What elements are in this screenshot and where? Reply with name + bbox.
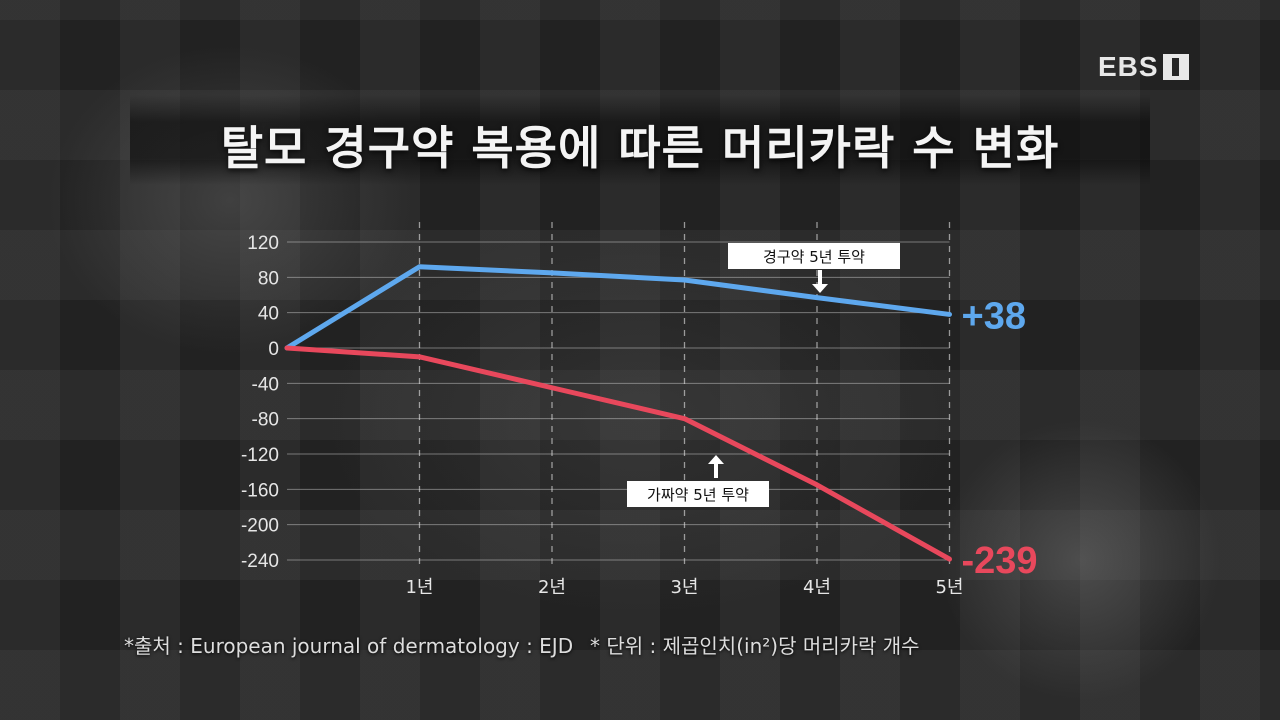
x-tick-label: 3년 <box>670 577 698 598</box>
source-footnote: *출처 : European journal of dermatology : … <box>124 634 574 658</box>
y-tick-label: -120 <box>241 445 279 466</box>
annotation-label: 경구약 5년 투약 <box>763 248 865 266</box>
chart-title: 탈모 경구약 복용에 따른 머리카락 수 변화 <box>220 121 1060 175</box>
end-label-drug: +38 <box>962 295 1026 337</box>
y-tick-label: 0 <box>268 339 279 360</box>
y-tick-label: -160 <box>241 480 279 501</box>
x-axis-ticks: 1년 2년 3년 4년 5년 <box>405 577 963 598</box>
annotation-box <box>728 243 900 269</box>
x-tick-label: 5년 <box>935 577 963 598</box>
series-lines <box>284 264 952 562</box>
end-label-placebo: -239 <box>962 540 1038 582</box>
title-band <box>130 95 1150 185</box>
series-line-drug <box>284 264 952 351</box>
y-tick-label: -200 <box>241 516 279 537</box>
annotation-box <box>627 481 769 507</box>
annotation-placebo: 가짜약 5년 투약 <box>627 455 769 507</box>
arrow-down-icon <box>812 284 828 293</box>
y-tick-label: 40 <box>258 304 279 325</box>
unit-footnote: * 단위 : 제곱인치(in²)당 머리카락 개수 <box>590 634 920 658</box>
y-tick-label: 120 <box>247 233 279 254</box>
logo-text: EBS <box>1098 51 1159 82</box>
arrow-up-icon <box>708 455 724 464</box>
end-labels: +38 -239 <box>962 295 1038 582</box>
y-tick-label: 80 <box>258 268 279 289</box>
x-tick-label: 1년 <box>405 577 433 598</box>
x-tick-label: 4년 <box>803 577 831 598</box>
y-tick-label: -240 <box>241 551 279 572</box>
logo-mark-icon <box>1162 54 1189 80</box>
grid <box>287 222 951 570</box>
y-axis-ticks: 120 80 40 0 -40 -80 -120 -160 -200 -240 <box>241 233 279 572</box>
y-tick-label: -40 <box>252 374 279 395</box>
series-line-placebo <box>284 345 952 562</box>
ebs-logo: EBS <box>1098 51 1189 82</box>
y-tick-label: -80 <box>252 410 279 431</box>
annotation-label: 가짜약 5년 투약 <box>647 486 749 504</box>
annotation-drug: 경구약 5년 투약 <box>728 243 900 293</box>
x-tick-label: 2년 <box>538 577 566 598</box>
